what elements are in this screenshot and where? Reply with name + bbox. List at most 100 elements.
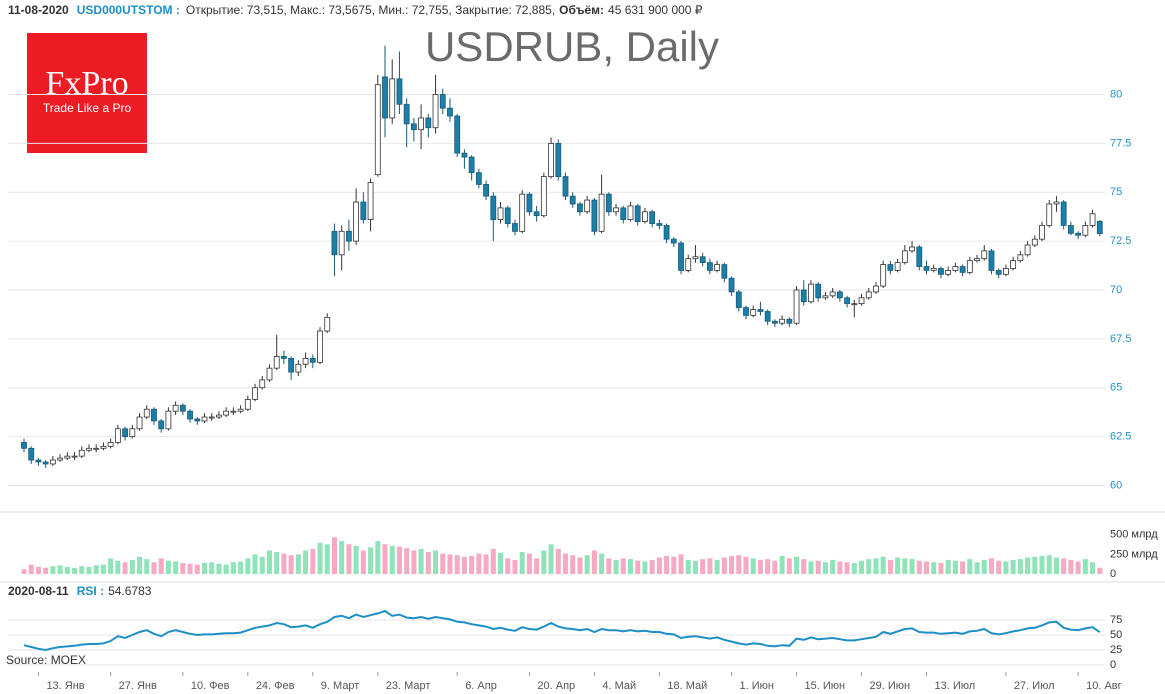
candle-body [49, 459, 56, 465]
logo-box [27, 33, 147, 153]
volume-bar [1039, 555, 1045, 574]
candle-body [793, 289, 800, 324]
x-tick-label: 18. Май [667, 680, 707, 692]
y-tick-label: 62.5 [1110, 430, 1131, 442]
volume-bar [938, 563, 944, 574]
volume-bar [151, 562, 157, 574]
volume-bar [498, 552, 504, 574]
candle-body [389, 78, 396, 119]
volume-bar [440, 553, 446, 574]
candle-body [281, 356, 287, 359]
volume-bar [779, 555, 785, 574]
candle-body [721, 264, 728, 279]
volume-bar [194, 564, 200, 574]
candle-body [714, 264, 721, 271]
volume-bar [216, 563, 222, 574]
header: 11-08-2020 USD000UTSTOM : Открытие: 73,515… [8, 3, 703, 17]
volume-bar [476, 553, 482, 574]
candle-body [858, 297, 865, 305]
candle-body [172, 404, 179, 412]
candle-body [952, 266, 959, 271]
volume-bar [541, 550, 547, 574]
volume-bar [274, 552, 280, 574]
candle-body [396, 78, 403, 105]
x-tick-label: 23. Март [386, 680, 431, 692]
x-tick-label: 10. Фев [191, 680, 230, 692]
rsi-header: 2020-08-11 RSI : 54.6783 [8, 584, 152, 598]
volume-bar [288, 555, 294, 574]
candle-body [1082, 225, 1089, 236]
x-tick-label: 4. Май [602, 680, 636, 692]
candle-body [1089, 213, 1096, 226]
candle-body [656, 223, 663, 226]
volume-bar [548, 544, 554, 574]
header-symbol: USD000UTSTOM : [77, 3, 180, 17]
candle-body [129, 428, 136, 437]
volume-bar [108, 558, 114, 574]
volume-bar [28, 564, 34, 574]
volume-bar [873, 558, 879, 574]
candle-body [909, 246, 915, 252]
candle-body [642, 211, 648, 222]
candle-body [764, 311, 771, 322]
volume-bar [317, 542, 323, 574]
candle-body [302, 357, 309, 365]
candle-body [360, 201, 367, 221]
candle-body [93, 447, 100, 450]
y-tick-label: 250 млрд [1110, 548, 1158, 560]
volume-bar [396, 546, 402, 574]
x-tick-label: 10. Авг [1086, 680, 1122, 692]
candle-body [136, 416, 143, 430]
candle-body [555, 142, 562, 178]
volume-bar [859, 560, 865, 574]
candle-body [757, 309, 764, 312]
volume-bar [382, 544, 388, 574]
candle-body [1096, 220, 1103, 234]
volume-bar [433, 550, 439, 574]
volume-bar [931, 562, 937, 574]
candle-body [540, 176, 547, 217]
y-tick-label: 0 [1110, 568, 1116, 580]
candle-body [743, 307, 749, 316]
volume-bar [389, 545, 395, 574]
candle-body [829, 291, 836, 297]
candle-body [382, 76, 388, 119]
volume-bar [750, 558, 756, 574]
candle-body [1053, 201, 1060, 205]
volume-bar [916, 560, 922, 574]
candle-body [447, 107, 453, 117]
volume-bar [830, 559, 836, 574]
candle-body [786, 318, 793, 324]
volume-bar [303, 550, 309, 574]
candle-body [295, 363, 302, 373]
candle-body [699, 256, 706, 264]
candle-body [584, 199, 591, 213]
volume-bar [57, 565, 63, 574]
volume-bar [599, 553, 605, 574]
candle-body [143, 408, 150, 418]
volume-bar [757, 559, 763, 574]
volume-bar [469, 555, 475, 574]
x-tick-label: 15. Июн [805, 680, 846, 692]
volume-bar [721, 557, 727, 574]
candle-body [945, 270, 952, 275]
candle-body [512, 223, 518, 232]
header-ohlc: Открытие: 73,515, Макс.: 73,5675, Мин.: … [186, 3, 555, 17]
volume-bar [736, 555, 742, 574]
x-tick-label: 24. Фев [256, 680, 295, 692]
volume-bar [129, 559, 135, 574]
volume-bar [815, 560, 821, 574]
chart-title: USDRUB, Daily [425, 23, 719, 70]
candle-body [800, 289, 807, 303]
volume-bar [238, 561, 244, 574]
candle-body [216, 414, 222, 418]
rsi-date: 2020-08-11 [8, 584, 69, 598]
volume-bar [100, 564, 106, 574]
candle-body [259, 379, 266, 389]
candle-body [1003, 268, 1009, 275]
x-tick-label: 6. Апр [465, 680, 497, 692]
candle-body [569, 195, 576, 205]
volume-bar [909, 559, 915, 574]
